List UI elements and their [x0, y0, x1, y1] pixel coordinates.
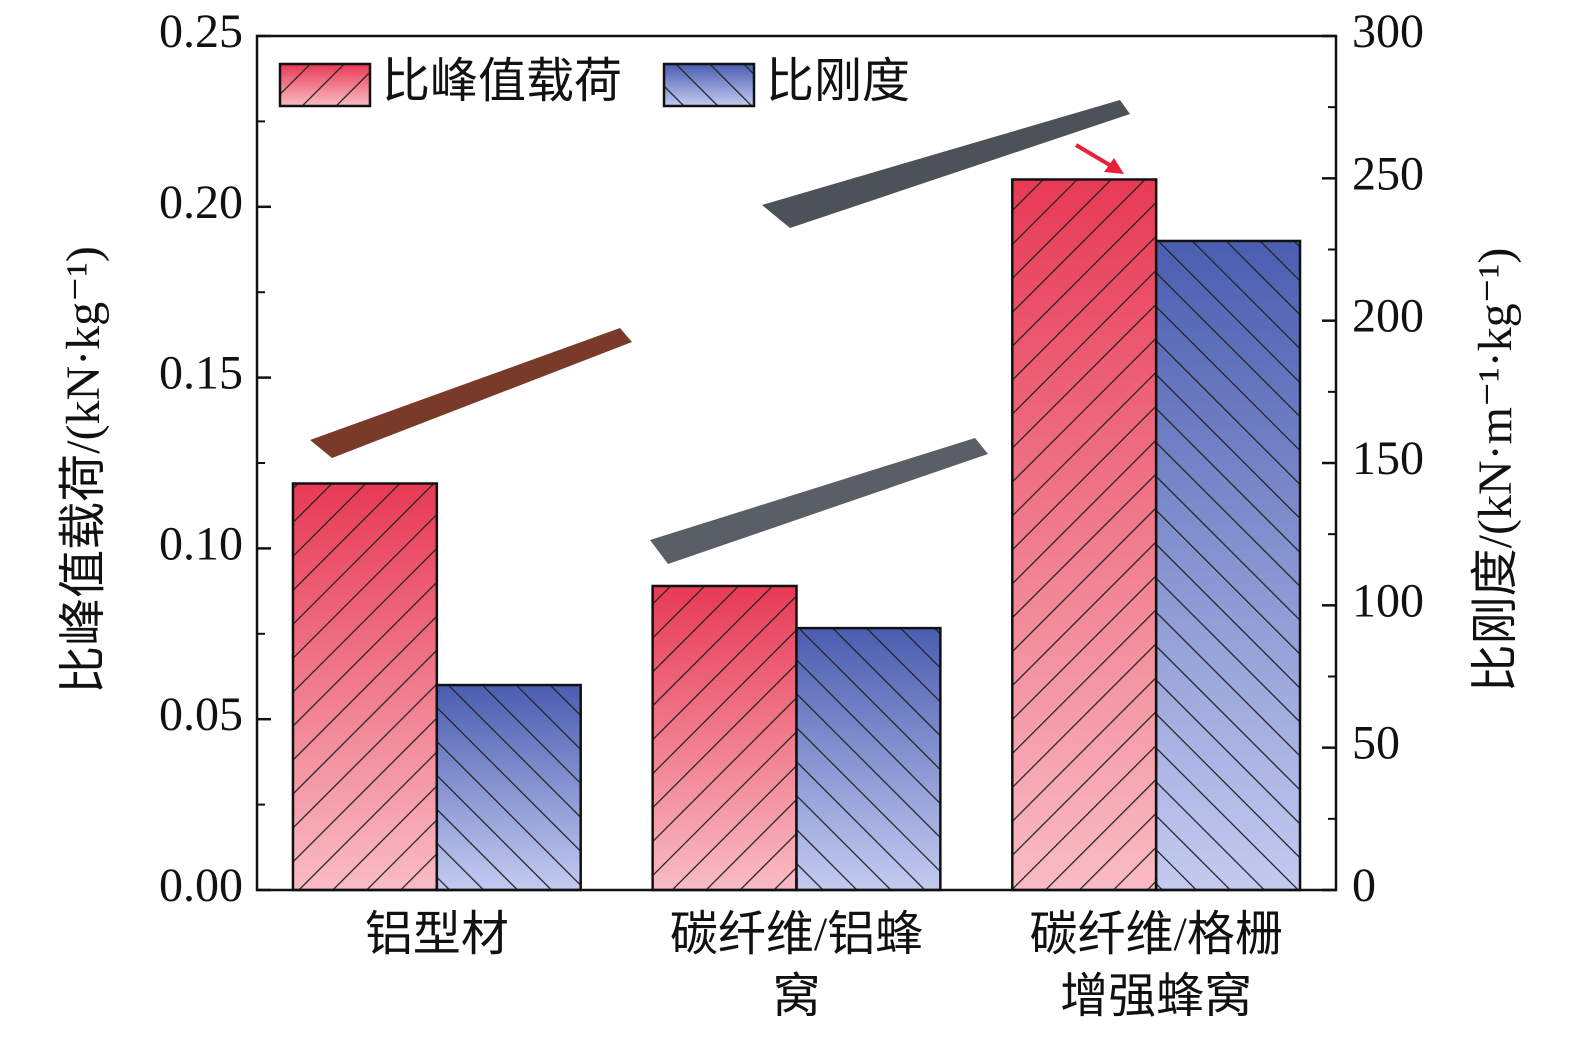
- bar-hatch: [795, 626, 942, 892]
- bar-hatch: [1011, 178, 1158, 892]
- y2-tick-label: 200: [1352, 290, 1424, 343]
- x-tick-label-box: 碳纤维/铝蜂窝: [669, 908, 924, 1023]
- x-tick-label-box: 碳纤维/格栅增强蜂窝: [1029, 908, 1283, 1023]
- legend-item: 比峰值载荷: [278, 55, 622, 108]
- bar-hatch: [435, 683, 582, 892]
- legend-swatch-hatch: [662, 62, 756, 108]
- y-tick-label: 0.15: [159, 347, 243, 400]
- bar: [795, 626, 942, 892]
- bar: [291, 482, 439, 892]
- model-image: [650, 438, 988, 564]
- y-tick-label: 0.20: [159, 176, 243, 229]
- bar-hatch: [291, 482, 439, 892]
- y-axis-label: 比峰值载荷/(kN·kg⁻¹): [57, 246, 110, 694]
- y2-tick-label: 300: [1352, 5, 1424, 58]
- x-tick-label: 铝型材: [364, 908, 509, 961]
- bar-hatch: [1154, 239, 1302, 892]
- legend-swatch-hatch: [278, 62, 372, 108]
- bar: [1154, 239, 1302, 892]
- decoration: [310, 100, 1130, 564]
- legend-label: 比刚度: [766, 55, 910, 108]
- y-tick-label: 0.25: [159, 5, 243, 58]
- legend-item: 比刚度: [662, 55, 910, 108]
- y2-tick-label: 0: [1352, 859, 1376, 912]
- y2-tick-label: 50: [1352, 717, 1400, 770]
- x-tick-label: 碳纤维/铝蜂窝: [669, 908, 924, 1023]
- x-tick-label-box: 铝型材: [364, 908, 509, 961]
- y2-axis-label: 比刚度/(kN·m⁻¹·kg⁻¹): [1469, 248, 1522, 693]
- y-tick-label: 0.05: [159, 688, 243, 741]
- y-tick-label: 0.00: [159, 859, 243, 912]
- model-image: [762, 100, 1130, 228]
- bar: [651, 584, 798, 892]
- model-image: [310, 328, 632, 458]
- bar: [1011, 178, 1158, 892]
- bar: [435, 683, 582, 892]
- y-tick-label: 0.10: [159, 517, 243, 570]
- arrow-head: [1104, 158, 1124, 174]
- y2-tick-label: 150: [1352, 432, 1424, 485]
- y2-tick-label: 100: [1352, 574, 1424, 627]
- y2-tick-label: 250: [1352, 147, 1424, 200]
- bar-hatch: [651, 584, 798, 892]
- x-tick-label: 碳纤维/格栅增强蜂窝: [1029, 908, 1283, 1023]
- legend-label: 比峰值载荷: [382, 55, 622, 108]
